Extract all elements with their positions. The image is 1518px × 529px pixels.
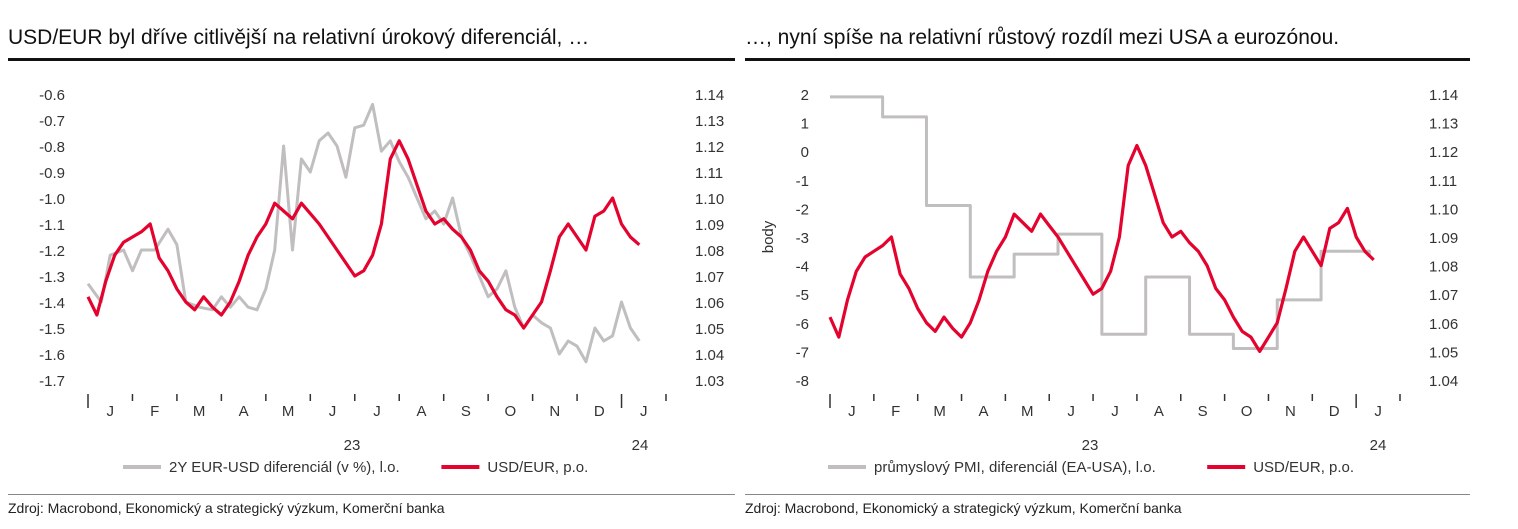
x-tick-label: J: [848, 403, 856, 420]
legend-label: USD/EUR, p.o.: [1253, 459, 1354, 476]
y-left-tick-label: -4: [796, 259, 809, 276]
x-tick-label: A: [239, 403, 249, 420]
title-divider: [745, 58, 1470, 61]
y-right-tick-label: 1.12: [1429, 144, 1458, 161]
y-right-tick-label: 1.07: [695, 269, 724, 286]
y-left-tick-label: -3: [796, 230, 809, 247]
y-right-tick-label: 1.12: [695, 139, 724, 156]
x-tick-label: O: [1241, 403, 1253, 420]
series-line-left-axis: [830, 95, 1371, 351]
series-line-left-axis: [86, 102, 641, 364]
source-divider: [8, 494, 735, 495]
y-right-tick-label: 1.09: [1429, 230, 1458, 247]
y-right-tick-label: 1.04: [1429, 373, 1458, 390]
title-divider: [8, 58, 735, 61]
y-axis-title: body: [760, 220, 777, 253]
y-left-tick-label: 1: [801, 116, 809, 133]
y-left-tick-label: -0.6: [39, 87, 65, 104]
x-year-label: 24: [1370, 437, 1387, 454]
x-tick-label: S: [1198, 403, 1208, 420]
y-right-tick-label: 1.04: [695, 347, 724, 364]
y-left-tick-label: -6: [796, 316, 809, 333]
y-left-tick-label: -1: [796, 173, 809, 190]
y-right-tick-label: 1.10: [695, 191, 724, 208]
x-tick-label: J: [1374, 403, 1382, 420]
source-note: Zdroj: Macrobond, Ekonomický a strategic…: [8, 500, 445, 516]
legend-label: 2Y EUR-USD diferenciál (v %), l.o.: [169, 459, 400, 476]
y-left-tick-label: -1.2: [39, 243, 65, 260]
chart-panel-right: …, nyní spíše na relativní růstový rozdí…: [745, 0, 1470, 529]
y-right-tick-label: 1.05: [1429, 344, 1458, 361]
y-left-tick-label: -1.7: [39, 373, 65, 390]
y-left-tick-label: -1.4: [39, 295, 65, 312]
y-left-tick-label: -0.9: [39, 165, 65, 182]
y-right-tick-label: 1.10: [1429, 201, 1458, 218]
x-tick-label: O: [505, 403, 517, 420]
x-tick-label: F: [891, 403, 900, 420]
source-divider: [745, 494, 1470, 495]
x-tick-label: A: [416, 403, 426, 420]
x-tick-label: N: [549, 403, 560, 420]
y-left-tick-label: -1.5: [39, 321, 65, 338]
x-tick-label: J: [373, 403, 381, 420]
y-left-tick-label: 2: [801, 87, 809, 104]
y-left-tick-label: -1.6: [39, 347, 65, 364]
series-line-right-axis: [828, 143, 1375, 353]
y-right-tick-label: 1.13: [1429, 116, 1458, 133]
y-right-tick-label: 1.14: [1429, 87, 1458, 104]
y-right-tick-label: 1.08: [695, 243, 724, 260]
y-right-tick-label: 1.05: [695, 321, 724, 338]
y-left-tick-label: -5: [796, 287, 809, 304]
y-left-tick-label: -1.0: [39, 191, 65, 208]
x-tick-label: M: [282, 403, 295, 420]
x-tick-label: D: [1329, 403, 1340, 420]
x-year-label: 23: [1082, 437, 1099, 454]
source-note: Zdroj: Macrobond, Ekonomický a strategic…: [745, 500, 1182, 516]
y-right-tick-label: 1.06: [1429, 316, 1458, 333]
chart-left: -0.6 -0.7 -0.8 -0.9 -1.0 -1.1 -1.2 -1.3 -1.4 -1.5…: [39, 87, 724, 476]
y-left-tick-label: -7: [796, 344, 809, 361]
x-tick-label: A: [1154, 403, 1164, 420]
x-tick-label: J: [640, 403, 648, 420]
y-right-tick-label: 1.03: [695, 373, 724, 390]
x-tick-label: J: [1111, 403, 1119, 420]
series-line-right-axis: [86, 139, 641, 330]
y-left-tick-label: 0: [801, 144, 809, 161]
y-left-tick-label: -0.7: [39, 113, 65, 130]
y-left-tick-label: -2: [796, 201, 809, 218]
x-tick-label: D: [594, 403, 605, 420]
chart-right: 2 1 0 -1 -2 -3 -4 -5 -6 -7 -8 1.14 1.13 1.12 1.11 1.10 1…: [760, 87, 1458, 476]
x-tick-label: F: [150, 403, 159, 420]
chart-title: USD/EUR byl dříve citlivější na relativn…: [8, 26, 590, 49]
y-right-tick-label: 1.06: [695, 295, 724, 312]
x-tick-label: J: [106, 403, 114, 420]
y-right-tick-label: 1.08: [1429, 259, 1458, 276]
x-tick-label: J: [329, 403, 337, 420]
x-tick-label: J: [1067, 403, 1075, 420]
x-tick-label: A: [978, 403, 988, 420]
y-left-tick-label: -0.8: [39, 139, 65, 156]
chart-title: …, nyní spíše na relativní růstový rozdí…: [745, 26, 1340, 49]
y-right-tick-label: 1.14: [695, 87, 724, 104]
y-right-tick-label: 1.07: [1429, 287, 1458, 304]
x-tick-label: M: [193, 403, 206, 420]
y-left-tick-label: -8: [796, 373, 809, 390]
x-tick-label: N: [1285, 403, 1296, 420]
y-right-tick-label: 1.11: [1429, 173, 1457, 190]
chart-panel-left: USD/EUR byl dříve citlivější na relativn…: [8, 0, 735, 529]
x-tick-label: M: [1021, 403, 1033, 420]
y-left-tick-label: -1.1: [39, 217, 65, 234]
x-year-label: 23: [344, 437, 361, 454]
x-year-label: 24: [632, 437, 649, 454]
y-right-tick-label: 1.13: [695, 113, 724, 130]
y-left-tick-label: -1.3: [39, 269, 65, 286]
y-right-tick-label: 1.09: [695, 217, 724, 234]
y-right-tick-label: 1.11: [695, 165, 723, 182]
legend-label: průmyslový PMI, diferenciál (EA-USA), l.…: [874, 459, 1156, 476]
x-tick-label: M: [933, 403, 946, 420]
x-tick-label: S: [461, 403, 471, 420]
legend-label: USD/EUR, p.o.: [487, 459, 588, 476]
